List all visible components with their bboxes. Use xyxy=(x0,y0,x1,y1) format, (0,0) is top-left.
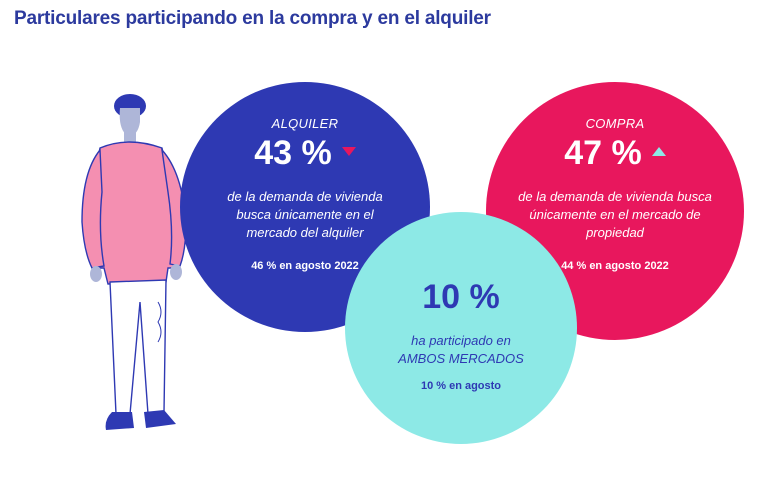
alquiler-value: 43 % xyxy=(254,134,332,172)
person-standing-illustration xyxy=(81,94,187,430)
alquiler-description: de la demanda de vivienda busca únicamen… xyxy=(227,189,383,240)
compra-value-row: 47 % xyxy=(486,134,744,173)
ambos-description-line2: AMBOS MERCADOS xyxy=(398,351,524,366)
compra-previous: 44 % en agosto 2022 xyxy=(561,260,669,272)
ambos-bubble: 10 % ha participado en AMBOS MERCADOS 10… xyxy=(345,212,577,444)
ambos-previous: 10 % en agosto xyxy=(420,380,502,392)
alquiler-value-row: 43 % xyxy=(180,134,430,173)
trend-up-icon xyxy=(651,146,666,156)
trend-down-icon xyxy=(341,146,356,156)
page-title: Particulares participando en la compra y… xyxy=(14,8,491,29)
compra-label: COMPRA xyxy=(585,116,645,131)
compra-description: de la demanda de vivienda busca únicamen… xyxy=(518,189,712,240)
compra-value: 47 % xyxy=(564,134,642,172)
ambos-value: 10 % xyxy=(422,278,500,316)
ambos-description-line1: ha participado en xyxy=(411,333,511,348)
alquiler-previous: 46 % en agosto 2022 xyxy=(251,260,359,272)
alquiler-label: ALQUILER xyxy=(271,116,339,131)
